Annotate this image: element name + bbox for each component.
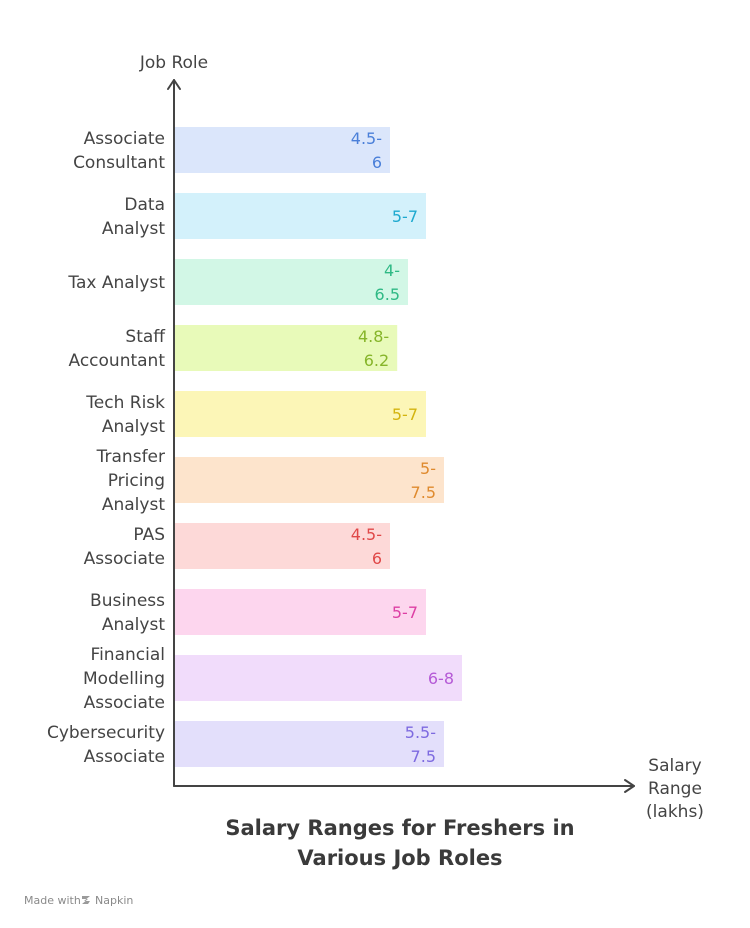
category-label: Transfer Pricing Analyst: [96, 447, 166, 515]
made-with-text: Made with: [24, 894, 81, 907]
category-label: Data Analyst: [102, 195, 165, 239]
bar-value-label: 4.5-6: [351, 525, 382, 568]
category-label: Business Analyst: [90, 591, 165, 635]
bar: [174, 457, 444, 503]
category-label: Cybersecurity Associate: [47, 723, 165, 767]
bar-value-label: 5-7: [392, 405, 418, 424]
x-axis-arrow: [624, 779, 635, 793]
footer-credit: Made with Napkin: [24, 894, 133, 907]
bar: [174, 589, 426, 635]
axes-layer: [167, 79, 635, 793]
bar-value-label: 5-7: [392, 603, 418, 622]
category-label: Financial Modelling Associate: [83, 645, 165, 713]
napkin-logo-icon: [82, 896, 90, 904]
bar-value-label: 5-7: [392, 207, 418, 226]
bar: [174, 127, 390, 173]
y-axis-title: Job Role: [139, 53, 208, 73]
labels-layer: Associate Consultant 4.5-6 Data Analyst 5-7 Ta…: [47, 129, 454, 767]
x-axis-title: Salary Range (lakhs): [646, 756, 704, 822]
bar-value-label: 5.5-7.5: [405, 723, 436, 766]
bar: [174, 721, 444, 767]
bar-value-label: 6-8: [428, 669, 454, 688]
bar: [174, 259, 408, 305]
napkin-brand-text: Napkin: [95, 894, 133, 907]
category-label: Tax Analyst: [67, 273, 165, 293]
bar-value-label: 4.5-6: [351, 129, 382, 172]
chart-title: Salary Ranges for Freshers in Various Job…: [225, 816, 574, 870]
y-axis-arrow: [167, 79, 181, 90]
bar: [174, 523, 390, 569]
bars-layer: [174, 127, 462, 767]
category-label: Associate Consultant: [73, 129, 165, 173]
bar: [174, 391, 426, 437]
category-label: PAS Associate: [84, 525, 165, 569]
bar: [174, 193, 426, 239]
category-label: Tech Risk Analyst: [85, 393, 165, 437]
bar: [174, 655, 462, 701]
bar-value-label: 4-6.5: [375, 261, 400, 304]
bar-value-label: 5-7.5: [411, 459, 436, 502]
bar-value-label: 4.8-6.2: [358, 327, 389, 370]
category-label: Staff Accountant: [69, 327, 167, 371]
bar: [174, 325, 398, 371]
